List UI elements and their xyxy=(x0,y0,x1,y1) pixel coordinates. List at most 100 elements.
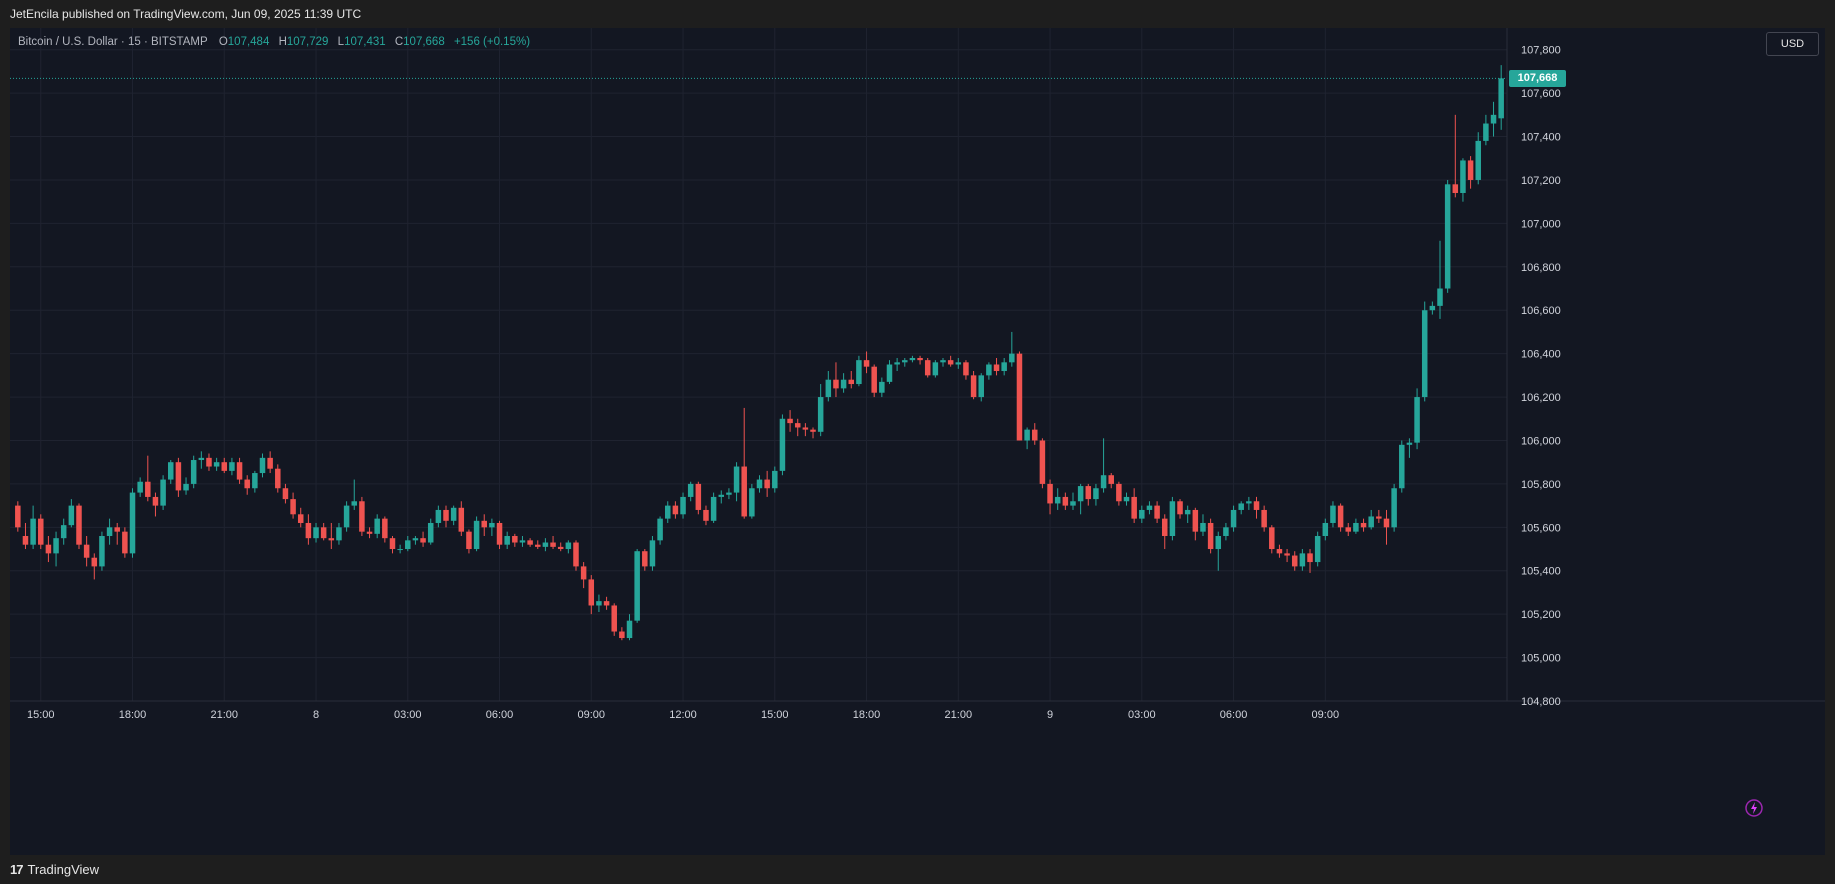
candle-body xyxy=(535,544,541,547)
currency-selector[interactable]: USD xyxy=(1766,32,1819,56)
candle xyxy=(993,357,1000,376)
candle xyxy=(30,505,36,550)
candle xyxy=(290,492,296,519)
candle xyxy=(466,529,472,554)
candle xyxy=(710,492,717,523)
candle xyxy=(450,505,457,526)
candle-body xyxy=(1062,496,1069,506)
candle xyxy=(427,518,434,545)
candle xyxy=(856,355,862,387)
candle-body xyxy=(53,538,59,554)
candle-body xyxy=(221,462,228,471)
candle xyxy=(1009,331,1015,367)
candle-body xyxy=(1314,536,1321,563)
candle-body xyxy=(1391,488,1397,528)
candle-body xyxy=(1077,486,1084,502)
candle-body xyxy=(76,505,82,545)
candle-body xyxy=(83,544,90,558)
candle-body xyxy=(420,538,426,543)
candle-body xyxy=(129,492,136,554)
candle xyxy=(565,540,572,554)
candle-body xyxy=(1291,555,1298,567)
candle xyxy=(772,466,778,493)
candle-body xyxy=(1414,397,1420,443)
candle xyxy=(359,496,365,537)
candle xyxy=(160,475,166,510)
candle-body xyxy=(932,362,939,376)
candle xyxy=(1024,427,1030,450)
candle-body xyxy=(894,362,900,365)
candle xyxy=(122,527,128,558)
candle-body xyxy=(626,620,633,639)
candle-body xyxy=(833,379,839,389)
candle-body xyxy=(374,518,380,534)
candle xyxy=(282,483,289,504)
candle xyxy=(1108,473,1114,489)
candle-body xyxy=(1269,527,1275,550)
candle-body xyxy=(947,360,954,365)
symbol-exchange: BITSTAMP xyxy=(150,36,208,48)
candle-body xyxy=(993,364,1000,372)
candle-body xyxy=(1299,553,1306,567)
candle-body xyxy=(1024,429,1030,441)
time-tick-label: 03:00 xyxy=(1128,709,1156,721)
candle-body xyxy=(1322,522,1329,537)
brand-name: TradingView xyxy=(27,862,100,877)
candle-body xyxy=(565,542,572,550)
candle-body xyxy=(512,536,518,543)
candle xyxy=(1269,525,1275,554)
price-tick-label: 107,400 xyxy=(1521,132,1561,144)
candle-body xyxy=(1192,509,1199,532)
candle-body xyxy=(213,462,220,467)
candle xyxy=(1452,114,1459,198)
candle xyxy=(970,371,977,400)
candle-body xyxy=(848,379,855,385)
candle xyxy=(1177,499,1183,519)
candle xyxy=(1483,114,1489,146)
candle-body xyxy=(879,381,885,393)
candle-body xyxy=(1444,184,1451,289)
candle-body xyxy=(672,505,679,515)
candle xyxy=(1353,518,1359,534)
candle-body xyxy=(588,579,595,606)
symbol-interval: 15 xyxy=(127,36,141,48)
candle xyxy=(557,542,564,552)
candle-body xyxy=(145,481,151,497)
price-tick-label: 107,000 xyxy=(1521,218,1561,230)
candle xyxy=(229,457,235,476)
price-tick-label: 106,600 xyxy=(1521,305,1561,317)
candle xyxy=(1230,505,1237,532)
candle xyxy=(1284,549,1290,563)
candle-body xyxy=(99,536,105,567)
candle-body xyxy=(489,522,495,528)
candle xyxy=(374,514,380,539)
candle xyxy=(626,614,633,641)
price-tick-label: 104,800 xyxy=(1521,696,1561,708)
candle xyxy=(1261,505,1267,532)
price-chart[interactable]: 107,800 107,600 107,400 107,200 107,000 106,8… xyxy=(10,28,1825,855)
candle-body xyxy=(642,551,648,567)
close-label: C xyxy=(394,36,404,48)
candle-body xyxy=(542,542,549,547)
candle-body xyxy=(313,527,319,539)
brand[interactable]: 17 TradingView xyxy=(10,862,99,877)
candle xyxy=(1276,544,1283,558)
high-label: H xyxy=(278,36,287,48)
candle xyxy=(787,410,793,432)
candle-body xyxy=(60,525,67,539)
candle xyxy=(106,518,113,545)
candle xyxy=(351,479,358,510)
candle-body xyxy=(458,507,465,532)
candle-body xyxy=(764,479,770,489)
lightning-spark-icon[interactable] xyxy=(1743,797,1765,819)
candle-body xyxy=(940,360,946,363)
candle xyxy=(1016,351,1023,441)
candle xyxy=(1100,438,1107,493)
price-tick-label: 107,800 xyxy=(1521,45,1561,57)
candle xyxy=(1161,514,1168,550)
candle xyxy=(634,549,640,623)
candle xyxy=(1032,423,1038,445)
candle xyxy=(664,501,671,523)
candle-body xyxy=(1161,518,1168,537)
candle-body xyxy=(1032,429,1038,441)
